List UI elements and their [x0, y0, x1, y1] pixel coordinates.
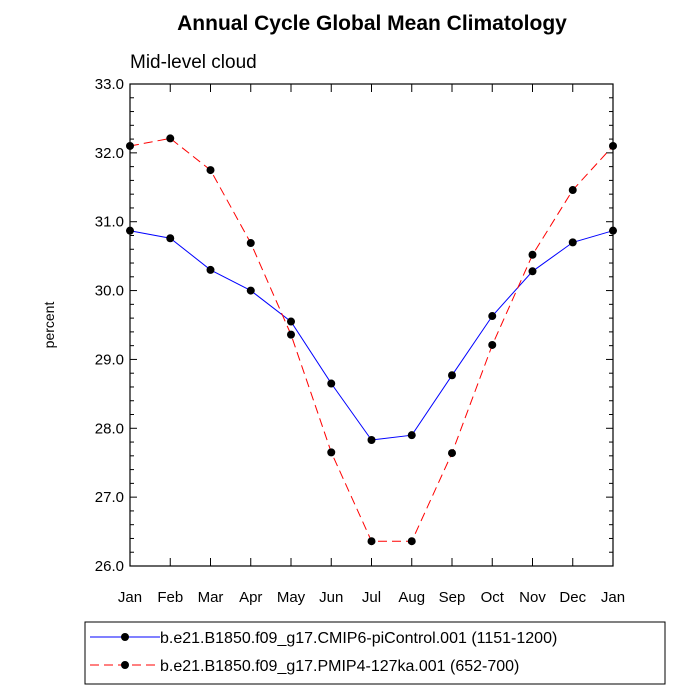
data-point-series-1 [126, 226, 134, 235]
data-point-series-1 [488, 312, 497, 321]
legend-box [84, 621, 666, 685]
legend: b.e21.B1850.f09_g17.CMIP6-piControl.001 … [90, 630, 557, 675]
x-tick-label: Mar [198, 589, 224, 606]
y-tick-label: 31.0 [95, 214, 124, 231]
series-line-2 [129, 137, 614, 542]
x-tick-label: Jan [118, 589, 142, 606]
legend-marker-2 [121, 661, 129, 669]
x-tick-label: Jun [319, 589, 343, 606]
chart-title: Annual Cycle Global Mean Climatology [177, 12, 567, 35]
y-axis-label: percent [41, 302, 57, 349]
data-point-series-1 [528, 267, 537, 276]
data-point-series-1 [367, 435, 376, 444]
data-point-series-2 [327, 448, 336, 457]
data-point-series-1 [568, 238, 577, 247]
y-tick-label: 29.0 [95, 351, 124, 368]
data-point-series-2 [246, 239, 255, 248]
x-tick-label: Dec [559, 589, 586, 606]
x-tick-label: Jul [362, 589, 381, 606]
data-point-series-2 [287, 330, 295, 339]
data-point-series-2 [488, 340, 497, 349]
x-tick-label: Jan [601, 589, 625, 606]
y-tick-label: 28.0 [95, 420, 124, 437]
legend-label-1: b.e21.B1850.f09_g17.CMIP6-piControl.001 … [160, 630, 557, 647]
series-line-1 [129, 230, 614, 441]
y-tick-label: 26.0 [95, 558, 124, 575]
x-tick-label: Feb [157, 589, 183, 606]
x-tick-label: May [277, 589, 306, 606]
x-tick-label: Apr [239, 589, 262, 606]
legend-label-2: b.e21.B1850.f09_g17.PMIP4-127ka.001 (652… [160, 658, 519, 675]
data-point-series-1 [327, 379, 336, 388]
data-point-series-1 [287, 317, 295, 326]
data-point-series-1 [407, 431, 416, 440]
data-point-series-2 [166, 134, 175, 143]
y-tick-label: 32.0 [95, 145, 124, 162]
chart-subtitle: Mid-level cloud [130, 52, 257, 73]
data-point-series-1 [448, 371, 456, 380]
x-tick-label: Aug [398, 589, 425, 606]
axis-ticks: 26.0 27.0 28.0 29.0 30.0 31.0 32.0 33.0 Jan Feb Ma… [95, 76, 625, 606]
y-tick-label: 27.0 [95, 489, 124, 506]
x-tick-label: Oct [481, 589, 505, 606]
x-tick-label: Nov [519, 589, 546, 606]
data-point-series-2 [367, 537, 376, 546]
data-point-series-1 [609, 226, 617, 235]
data-point-series-1 [206, 265, 215, 274]
legend-marker-1 [121, 633, 129, 641]
data-point-series-2 [448, 449, 456, 458]
plot-frame [129, 83, 614, 567]
y-tick-label: 30.0 [95, 283, 124, 300]
data-point-series-2 [528, 250, 537, 259]
data-point-series-1 [166, 234, 175, 243]
x-tick-label: Sep [439, 589, 466, 606]
series-layer [126, 134, 617, 546]
y-tick-label: 33.0 [95, 76, 124, 93]
data-point-series-2 [407, 537, 416, 546]
data-point-series-2 [568, 186, 577, 195]
data-point-series-1 [246, 286, 255, 295]
data-point-series-2 [206, 166, 215, 175]
data-point-series-2 [609, 141, 617, 150]
data-point-series-2 [126, 141, 134, 150]
